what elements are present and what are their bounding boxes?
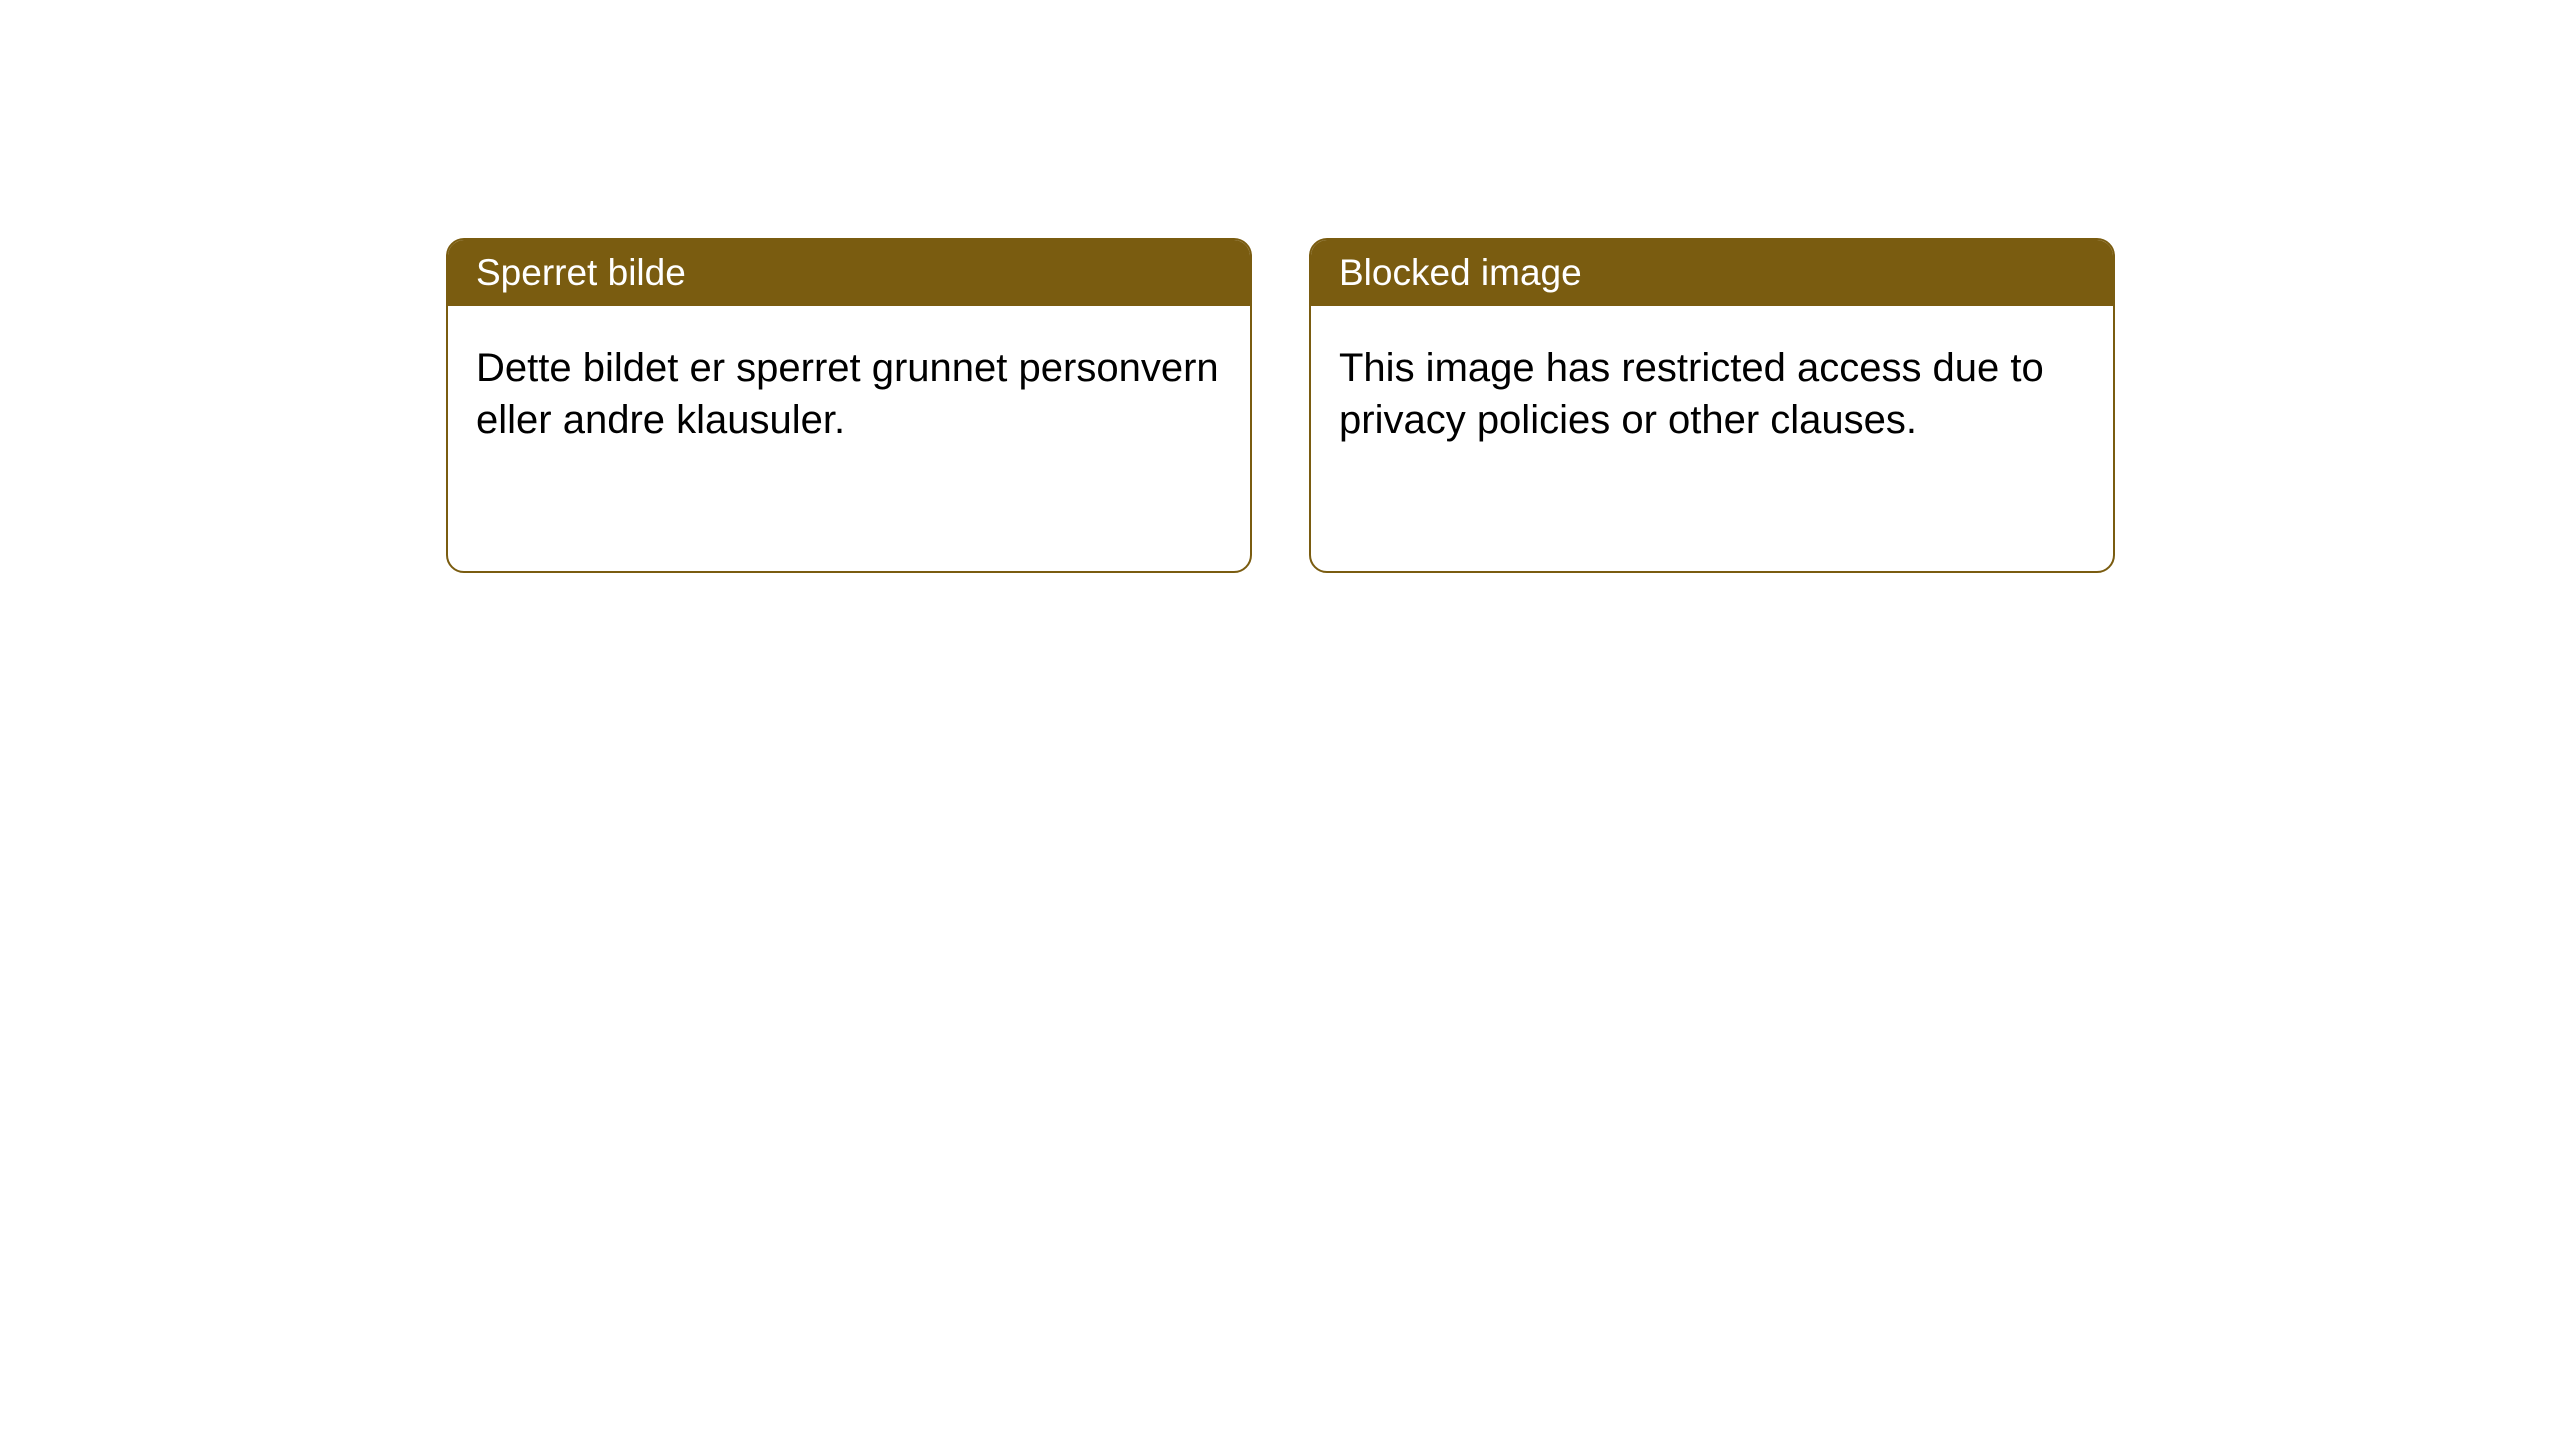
card-title: Blocked image [1339,252,1582,293]
notice-card-container: Sperret bilde Dette bildet er sperret gr… [446,238,2115,573]
notice-card-english: Blocked image This image has restricted … [1309,238,2115,573]
card-body: This image has restricted access due to … [1311,306,2113,482]
card-body-text: This image has restricted access due to … [1339,346,2044,442]
card-body-text: Dette bildet er sperret grunnet personve… [476,346,1219,442]
card-title: Sperret bilde [476,252,686,293]
card-header: Blocked image [1311,240,2113,306]
card-header: Sperret bilde [448,240,1250,306]
notice-card-norwegian: Sperret bilde Dette bildet er sperret gr… [446,238,1252,573]
card-body: Dette bildet er sperret grunnet personve… [448,306,1250,482]
